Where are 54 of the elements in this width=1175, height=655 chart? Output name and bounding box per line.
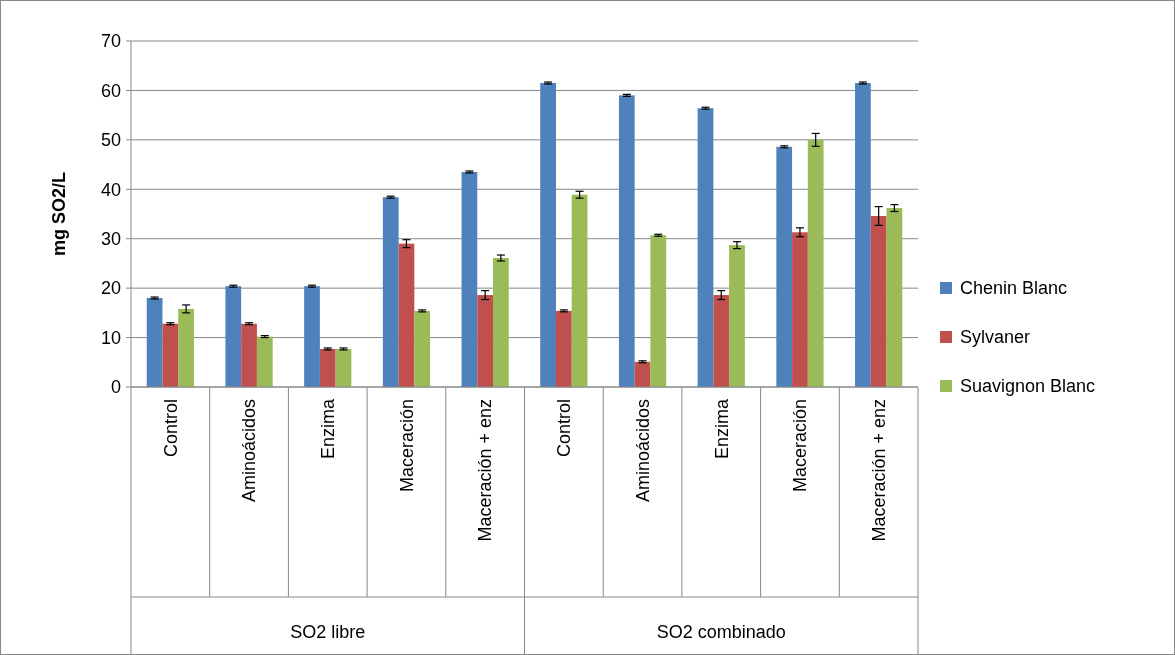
bar	[618, 95, 635, 387]
x-tick-label: Aminoácidos	[239, 399, 260, 503]
bar	[870, 215, 887, 387]
bar	[729, 245, 745, 387]
bar	[713, 295, 730, 387]
bar	[571, 194, 588, 387]
x-tick-label: Maceración	[790, 399, 811, 493]
x-tick-label: Maceración	[396, 399, 417, 493]
y-tick-label: 40	[100, 179, 121, 200]
bar	[807, 139, 824, 387]
bar	[855, 83, 871, 387]
x-tick-label: Maceración + enz	[868, 399, 889, 542]
bar	[555, 310, 572, 387]
y-tick-label: 10	[100, 327, 121, 348]
x-tick-label: Maceración + enz	[475, 399, 496, 542]
x-tick-label: Control	[160, 399, 181, 458]
bar	[382, 197, 399, 387]
text: SO2 libre	[290, 622, 366, 643]
bar	[335, 348, 352, 387]
y-tick-label: 60	[100, 80, 121, 101]
bar	[493, 257, 509, 387]
y-axis-title: mg SO2/L	[49, 171, 69, 257]
bar	[162, 323, 179, 387]
bar	[634, 361, 651, 387]
bar	[776, 146, 793, 387]
bar	[414, 310, 431, 387]
text: SO2 combinado	[656, 622, 786, 643]
bar	[304, 286, 320, 387]
y-tick-label: 0	[110, 377, 121, 398]
legend-label: Chenin Blanc	[960, 278, 1068, 299]
bar	[225, 286, 242, 387]
bar	[540, 83, 556, 387]
x-tick-label: Enzima	[318, 398, 339, 460]
bar	[477, 295, 494, 387]
bar	[792, 232, 808, 387]
y-tick-label: 70	[100, 31, 121, 52]
x-tick-label: Aminoácidos	[632, 399, 653, 503]
y-tick-label: 20	[100, 278, 121, 299]
bar	[461, 171, 478, 387]
legend-label: Suavignon Blanc	[960, 376, 1096, 397]
bar	[697, 108, 714, 387]
bar	[241, 323, 257, 387]
legend-label: Sylvaner	[960, 327, 1031, 348]
y-tick-label: 50	[100, 130, 121, 151]
x-tick-label: Control	[554, 399, 575, 458]
y-tick-label: 30	[100, 229, 121, 250]
bar	[398, 243, 415, 387]
bar	[319, 348, 336, 387]
bar	[886, 208, 903, 387]
x-tick-label: Enzima	[711, 398, 732, 460]
bar	[146, 298, 163, 387]
bar	[650, 235, 667, 387]
bar	[178, 308, 194, 387]
bar	[256, 336, 273, 387]
